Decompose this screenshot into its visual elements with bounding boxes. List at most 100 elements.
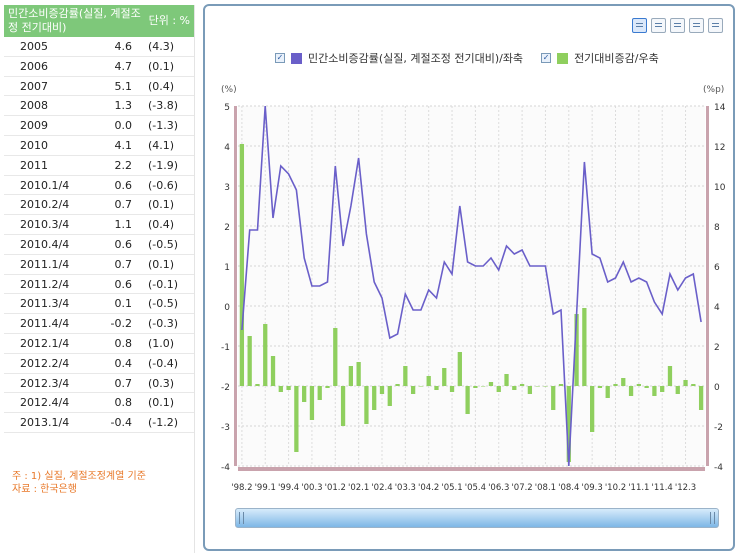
table-body: 2005 4.6 (4.3) 2006 4.7 (0.1) 2007 5.1 (0.4) 2008… [4,37,194,433]
row-value: -0.2 [110,317,132,331]
x-tick-label: '99.1 [255,483,276,493]
table-row: 2012.3/4 0.7 (0.3) [4,374,194,394]
y-left-tick-label: 0 [224,303,230,313]
bar-mark [473,386,478,388]
row-period: 2010 [20,138,48,152]
plot-area [238,106,705,466]
left-axis-bar [234,106,237,466]
copy-icon[interactable] [651,18,666,33]
bar-mark [613,384,618,386]
row-change: (0.1) [148,198,175,212]
y-left-tick-label: 1 [224,263,230,273]
row-period: 2008 [20,99,48,113]
row-value: 0.6 [114,237,133,251]
row-change: (0.1) [148,257,175,271]
row-change: (-0.4) [148,356,179,370]
bar-mark [488,382,494,386]
row-period: 2011.4/4 [20,317,70,331]
bar-mark [691,384,696,386]
bar-mark [590,386,595,432]
y-right-tick-label: 4 [714,303,720,313]
bar-mark [667,366,673,386]
line-series-label: 민간소비증감률(실질, 계절조정 전기대비)/좌축 [308,52,524,65]
line-series-checkbox[interactable]: ✓ [275,53,285,63]
row-value: 0.6 [114,277,133,291]
bar-mark [294,386,299,452]
x-tick-label: '00.3 [301,483,322,493]
table-row: 2011.1/4 0.7 (0.1) [4,255,194,275]
scrollbar-left-handle[interactable] [239,512,244,524]
y-left-tick-label: 2 [224,223,230,233]
row-period: 2010.1/4 [20,178,70,192]
table-row: 2011 2.2 (-1.9) [4,156,194,176]
table-row: 2005 4.6 (4.3) [4,37,194,57]
row-period: 2007 [20,79,48,93]
x-tick-label: '03.3 [395,483,416,493]
row-value: 1.1 [114,218,133,232]
row-value: 0.7 [114,198,133,212]
y-right-tick-label: -4 [714,463,723,473]
row-period: 2013.1/4 [20,416,70,430]
bar-mark [628,386,634,396]
x-tick-label: '02.1 [348,483,369,493]
scrollbar-right-handle[interactable] [710,512,715,524]
bar-mark [247,336,252,386]
row-change: (1.0) [148,336,175,350]
bar-mark [442,368,447,386]
x-tick-label: '12.3 [675,483,696,493]
bar-mark [340,386,346,426]
y-left-tick-label: -3 [221,423,230,433]
bar-mark [333,328,338,386]
y-left-tick-label: -4 [221,463,230,473]
row-change: (-0.6) [148,178,179,192]
bar-mark [698,386,704,410]
bar-mark [457,352,462,386]
row-period: 2010.4/4 [20,237,70,251]
bar-mark [543,386,548,387]
row-period: 2005 [20,40,48,53]
bar-mark [519,384,525,386]
table-row: 2008 1.3 (-3.8) [4,96,194,117]
x-tick-label: '04.2 [418,483,439,493]
bar-mark [535,386,540,387]
bar-mark [597,386,603,388]
bar-mark [403,366,408,386]
y-right-tick-label: 14 [714,103,726,113]
chart-toolbar [632,18,723,33]
paste-icon[interactable] [670,18,685,33]
bar-mark [566,386,571,462]
bar-mark [387,386,392,406]
row-change: (-1.9) [148,158,179,172]
table-row: 2011.3/4 0.1 (-0.5) [4,294,194,315]
row-change: (4.3) [148,40,175,53]
bar-mark [379,386,385,394]
source-note: 자료 : 한국은행 [12,484,77,495]
bar-mark [255,384,260,386]
bar-mark [348,366,353,386]
row-change: (-0.5) [148,297,179,311]
print-icon[interactable] [708,18,723,33]
bar-mark [395,384,400,386]
list-icon[interactable] [632,18,647,33]
row-value: 4.1 [114,138,133,152]
bar-mark [660,386,665,392]
save-icon[interactable] [689,18,704,33]
table-row: 2012.2/4 0.4 (-0.4) [4,354,194,374]
data-table: 민간소비증감률(실질, 계절조정 전기대비) 단위 : % 2005 4.6 (4.… [4,5,195,553]
row-value: 4.7 [114,59,133,73]
table-row: 2010.2/4 0.7 (0.1) [4,195,194,216]
row-value: -0.4 [110,416,132,430]
row-period: 2012.3/4 [20,376,70,390]
bar-series-checkbox[interactable]: ✓ [541,53,552,63]
x-tick-label: '05.1 [441,483,462,493]
bar-mark [675,386,680,394]
x-tick-label: '09.3 [582,483,603,493]
row-change: (4.1) [148,138,175,152]
row-period: 2011.3/4 [20,297,70,311]
bar-mark [551,386,556,410]
row-change: (-0.1) [148,277,179,291]
row-change: (-0.5) [148,237,179,251]
chart-range-scrollbar[interactable] [235,508,719,528]
row-value: 0.6 [114,178,133,192]
bar-mark [636,384,641,386]
